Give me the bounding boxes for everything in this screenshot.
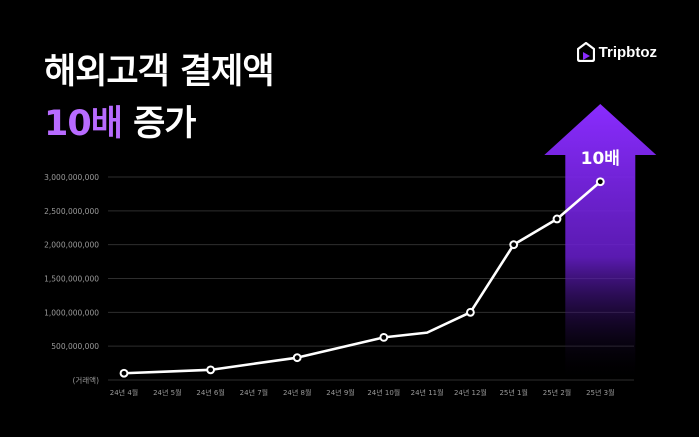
data-point [294, 355, 300, 361]
x-tick-label: 25년 3월 [586, 388, 614, 397]
data-point [121, 370, 127, 376]
growth-arrow [544, 104, 657, 382]
x-tick-label: 24년 4월 [110, 388, 138, 397]
data-point [208, 367, 214, 373]
x-tick-label: 24년 10월 [367, 388, 400, 397]
x-tick-label: 24년 5월 [153, 388, 181, 397]
y-tick-label: 2,500,000,000 [44, 207, 99, 216]
x-tick-label: 24년 11월 [411, 388, 444, 397]
brand-name: Tripbtoz [598, 43, 657, 61]
data-point [468, 309, 473, 315]
x-tick-label: 24년 8월 [283, 388, 311, 397]
tripbtoz-logo-icon [576, 42, 595, 62]
x-tick-label: 24년 6월 [196, 388, 224, 397]
y-tick-label: 2,000,000,000 [44, 241, 99, 250]
title-accent: 10배 [44, 104, 123, 144]
data-point [381, 334, 387, 340]
data-point [554, 216, 560, 222]
x-tick-label: 24년 7월 [240, 388, 268, 397]
x-tick-label: 24년 12월 [454, 388, 487, 397]
x-tick-label: 24년 9월 [326, 388, 354, 397]
grid-layer [108, 176, 634, 381]
brand-logo: Tripbtoz [576, 42, 657, 62]
arrow-shape [544, 104, 657, 382]
y-tick-label: 1,000,000,000 [44, 308, 99, 317]
x-axis-labels: 24년 4월 24년 5월 24년 6월 24년 7월 24년 8월 24년 9월 24년 … [110, 388, 615, 397]
data-point [511, 242, 517, 248]
annotation-layer: 10배 [581, 149, 620, 169]
marker-layer [119, 177, 605, 378]
title-rest: 증가 [121, 104, 196, 144]
x-tick-label: 25년 2월 [543, 388, 571, 397]
y-tick-label: 500,000,000 [51, 342, 99, 351]
page-title: 해외고객 결제액 10배 증가 [44, 46, 275, 150]
y-axis-labels: (거래액) 500,000,000 1,000,000,000 1,500,000,0… [44, 173, 99, 385]
y-tick-label: 1,500,000,000 [44, 275, 99, 284]
x-tick-label: 25년 1월 [499, 388, 527, 397]
data-point [597, 179, 603, 185]
y-tick-label: (거래액) [72, 375, 99, 385]
series-line [122, 180, 602, 375]
series-line-layer [122, 180, 602, 375]
y-tick-label: 3,000,000,000 [44, 173, 99, 182]
title-line-1: 해외고객 결제액 [44, 52, 275, 92]
title-line-2: 10배 증가 [44, 98, 274, 150]
growth-annotation: 10배 [581, 149, 620, 169]
